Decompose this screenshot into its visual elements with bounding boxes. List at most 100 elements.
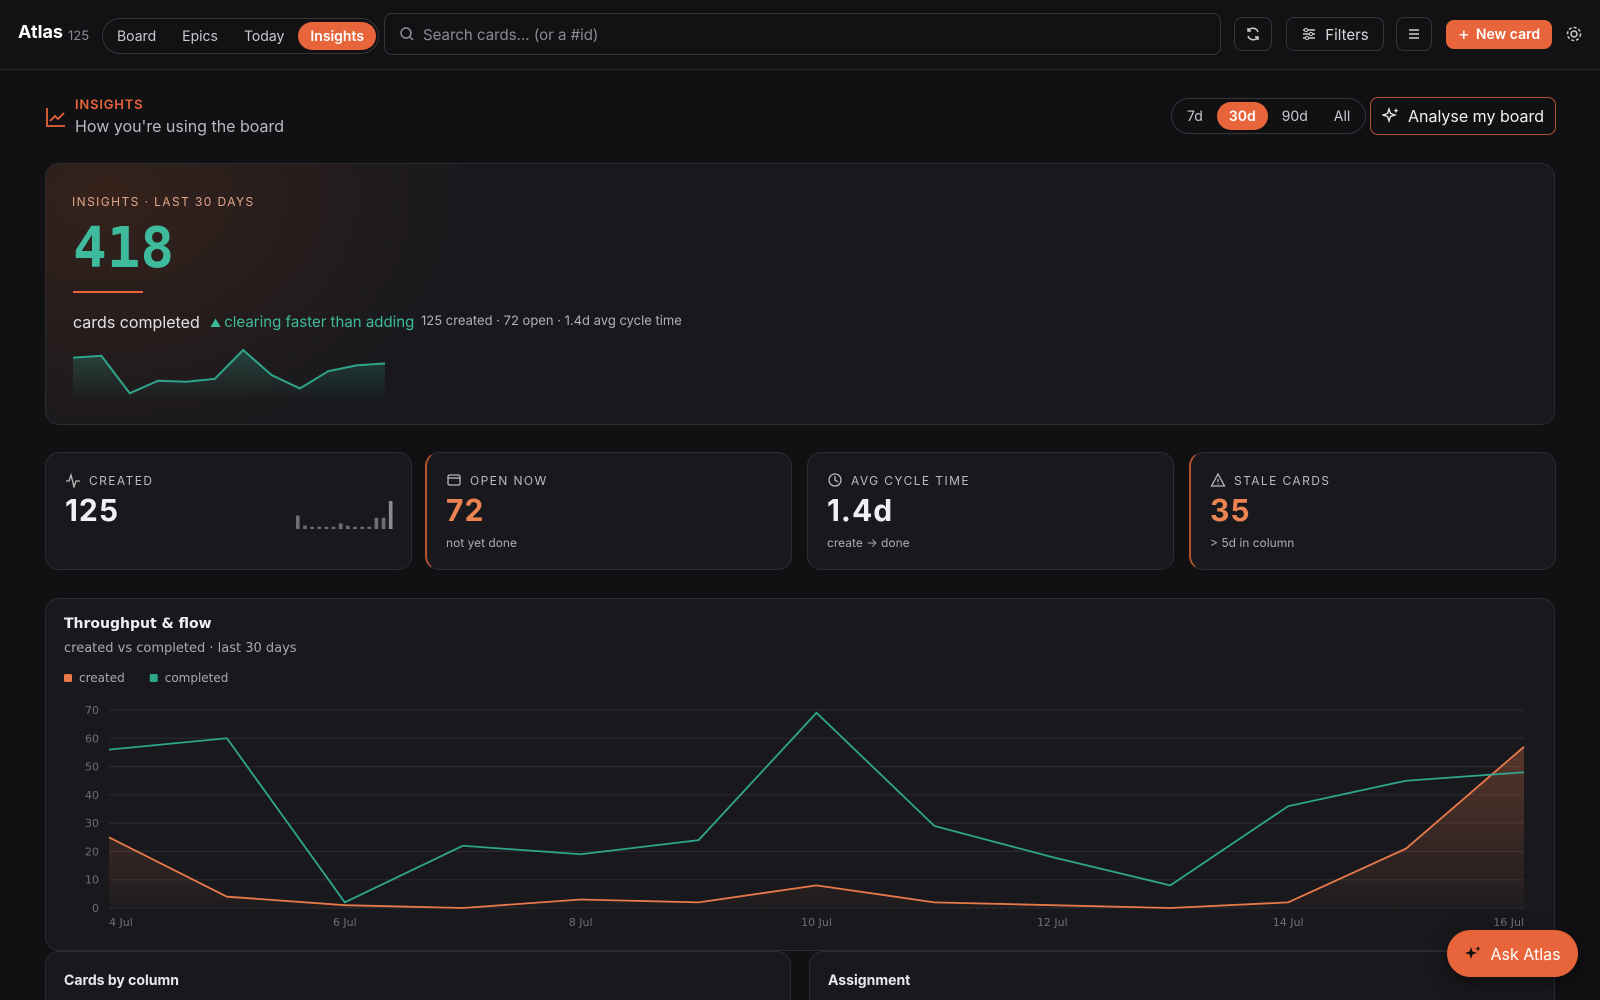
assignment-panel: Assignment [809,951,1555,1000]
series-area [109,746,1524,908]
stat-card: STALE CARDS 35 > 5d in column [1189,452,1556,570]
stat-icon [828,473,842,487]
bar [303,525,307,529]
stat-sub: > 5d in column [1210,535,1295,550]
filters-button[interactable]: Filters [1286,17,1384,51]
legend-label: created [79,671,125,685]
stat-icon [447,474,461,486]
analyse-label: Analyse my board [1407,106,1545,126]
stat-card: OPEN NOW 72 not yet done [425,452,792,570]
analyse-button[interactable]: Analyse my board [1370,97,1556,135]
y-tick-label: 30 [85,817,99,830]
sparkline-area [73,350,385,400]
range-tabs: 7d 30d 90d All [1171,98,1367,134]
bar [367,526,372,529]
y-tick-label: 50 [85,761,99,774]
stat-label: AVG CYCLE TIME [851,473,970,488]
new-card-label: New card [1475,26,1541,43]
x-tick-label: 10 Jul [801,916,832,929]
sparkle-icon [1465,945,1482,959]
bar [296,515,300,529]
y-tick-label: 40 [85,789,99,802]
x-tick-label: 8 Jul [569,916,593,929]
series-line [108,711,1525,904]
hero-meta: 125 created · 72 open · 1.4d avg cycle t… [421,313,682,329]
throughput-card: Throughput & flow created vs completed ·… [45,598,1555,951]
stat-sub: create → done [827,535,910,550]
stat-value: 125 [65,493,120,529]
hero-sparkline [73,348,385,400]
new-card-button[interactable]: + New card [1446,20,1552,49]
y-tick-label: 0 [92,902,99,915]
bar [388,501,393,529]
filters-label: Filters [1325,24,1369,44]
search-icon [400,27,414,41]
search-placeholder: Search cards... (or a #id) [423,24,599,44]
filters-icon [1303,27,1316,41]
plus-icon: + [1457,24,1470,45]
bar [346,525,350,529]
panel-title: Cards by column [64,972,179,989]
legend-label: completed [165,671,229,685]
ask-label: Ask Atlas [1490,943,1561,964]
view-tabs: Board Epics Today Insights [102,18,380,54]
ask-atlas-button[interactable]: Ask Atlas [1447,930,1578,977]
view-tab[interactable]: Board [117,27,157,45]
throughput-chart: Throughput & flow created vs completed ·… [64,616,1525,929]
chart-subtitle: created vs completed · last 30 days [64,641,297,656]
settings-sliders-button[interactable] [1396,17,1432,51]
bar [360,526,364,529]
x-tick-label: 4 Jul [109,916,133,929]
legend-swatch [149,674,158,682]
brand[interactable]: Atlas [18,22,63,43]
sparkle-icon [1381,107,1399,124]
series-line [108,746,1525,909]
stat-value: 35 [1210,493,1251,529]
bar [310,526,314,529]
bar [324,526,329,529]
bar [374,517,379,529]
view-tab[interactable]: Today [243,27,285,45]
hero-value: 418 [73,216,175,281]
range-tab[interactable]: 7d [1187,107,1203,125]
bar [353,526,357,529]
x-tick-label: 14 Jul [1273,916,1304,929]
refresh-button[interactable] [1234,17,1272,51]
top-nav: Atlas 125 Board Epics Today Insights Search… [0,0,1600,70]
bar [381,517,386,529]
x-tick-label: 6 Jul [333,916,357,929]
gear-icon[interactable] [1565,25,1583,43]
search-box[interactable]: Search cards... (or a #id) [384,13,1221,55]
view-tab[interactable]: Epics [182,27,218,45]
section-eyebrow: INSIGHTS [75,97,144,113]
refresh-icon [1247,27,1259,41]
trend-up-icon: ▲ [210,316,225,330]
view-tab[interactable]: Insights [298,22,377,50]
sliders-icon [1409,29,1419,39]
range-tab[interactable]: 30d [1216,102,1268,130]
hero-label: cards completed [73,312,200,332]
sparkline-line [73,348,385,395]
insights-icon [46,108,65,127]
stat-label: CREATED [89,473,154,488]
stat-value: 72 [446,493,485,529]
hero-trend: ▲ clearing faster than adding [210,312,414,331]
x-tick-label: 12 Jul [1037,916,1068,929]
y-tick-label: 60 [85,732,99,745]
stat-label: OPEN NOW [470,473,548,488]
legend-swatch [64,674,72,682]
stat-label: STALE CARDS [1234,473,1331,488]
stat-icon [1210,472,1226,487]
card-count: 125 [68,28,90,44]
y-tick-label: 20 [85,845,99,858]
y-tick-label: 70 [85,704,99,717]
range-tab[interactable]: All [1333,107,1351,125]
y-tick-label: 10 [85,874,99,887]
trend-text: clearing faster than adding [224,312,415,331]
range-tab[interactable]: 90d [1281,107,1308,125]
bar [331,526,336,529]
stat-sub: not yet done [446,535,518,550]
stat-value: 1.4d [827,493,894,529]
stat-card: AVG CYCLE TIME 1.4d create → done [807,452,1174,570]
